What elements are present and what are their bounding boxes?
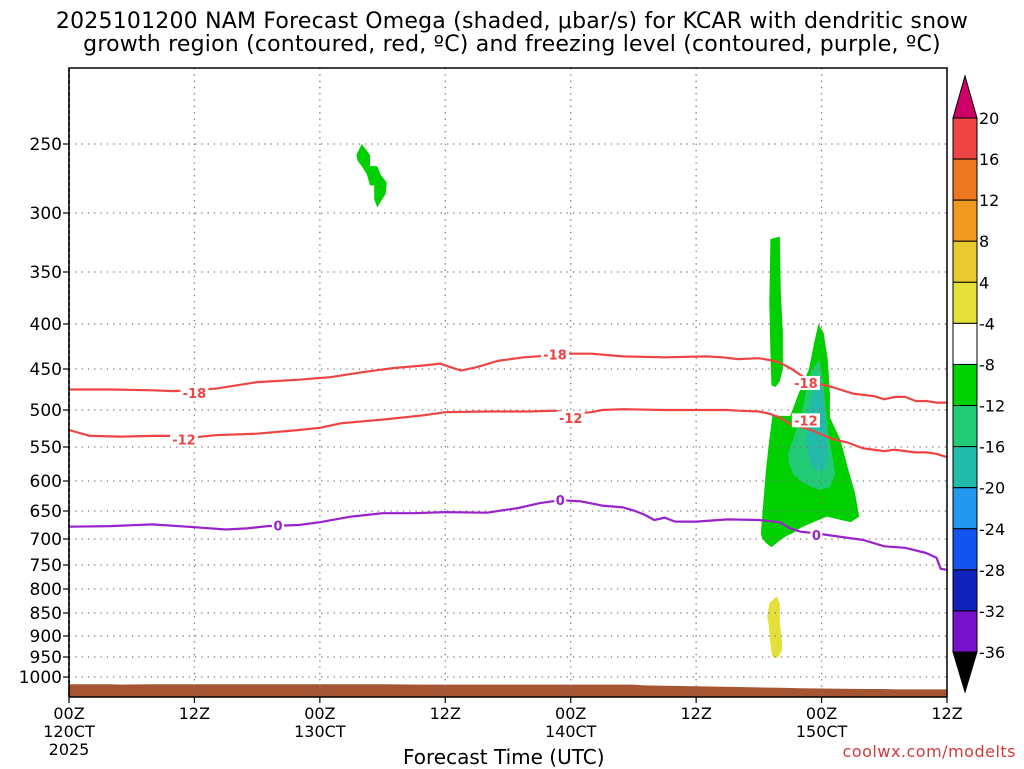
contour-label-freezing-level-2: 0 xyxy=(812,529,821,544)
contour-label-bg-dgz-minus18-1 xyxy=(541,347,570,362)
y-tick-label-600: 600 xyxy=(30,472,62,492)
x-tick-label-72-0: 00Z xyxy=(806,704,837,723)
colorbar-tick-2: 12 xyxy=(979,191,999,210)
x-tick-label-36-0: 12Z xyxy=(430,704,461,723)
x-tick-label-12-0: 12Z xyxy=(179,704,210,723)
omega-yellow-low xyxy=(767,596,782,658)
colorbar-top-arrow xyxy=(952,74,978,119)
colorbar-box-3 xyxy=(952,240,978,283)
colorbar-tick-6: -8 xyxy=(979,355,995,374)
y-tick-label-650: 650 xyxy=(30,502,62,522)
y-tick-label-550: 550 xyxy=(30,438,62,458)
colorbar-tick-11: -28 xyxy=(979,561,1005,580)
colorbar-tick-0: 20 xyxy=(979,109,999,128)
colorbar-tick-12: -32 xyxy=(979,602,1005,621)
contour-label-bg-dgz-minus12-1 xyxy=(556,411,585,426)
colorbar-box-0 xyxy=(952,117,978,160)
x-tick-label-72-1: 150CT xyxy=(796,722,848,741)
x-tick-label-48-0: 00Z xyxy=(555,704,586,723)
contour-label-freezing-level-1: 0 xyxy=(556,494,565,509)
contour-label-bg-dgz-minus12-0 xyxy=(169,432,198,447)
chart-title-line1: 2025101200 NAM Forecast Omega (shaded, μ… xyxy=(55,9,969,34)
y-tick-label-800: 800 xyxy=(30,580,62,600)
y-tick-label-400: 400 xyxy=(30,315,62,335)
x-axis-label: Forecast Time (UTC) xyxy=(403,745,605,769)
y-tick-label-250: 250 xyxy=(30,135,62,155)
y-tick-label-300: 300 xyxy=(30,204,62,224)
contour-label-dgz-minus12-2: -12 xyxy=(794,414,818,429)
x-tick-label-0-0: 00Z xyxy=(53,704,84,723)
contour-label-dgz-minus18-1: -18 xyxy=(543,349,567,364)
colorbar-tick-1: 16 xyxy=(979,150,999,169)
y-tick-label-700: 700 xyxy=(30,530,62,550)
contour-dgz-minus18 xyxy=(69,352,947,404)
omega-green-tall-column xyxy=(769,236,783,387)
colorbar-box-5 xyxy=(952,322,978,365)
y-tick-label-350: 350 xyxy=(30,263,62,283)
x-tick-label-60-0: 12Z xyxy=(680,704,711,723)
contour-label-dgz-minus18-2: -18 xyxy=(794,377,818,392)
x-tick-label-48-1: 140CT xyxy=(545,722,597,741)
colorbar-box-2 xyxy=(952,199,978,242)
colorbar-tick-5: -4 xyxy=(979,314,995,333)
y-tick-label-900: 900 xyxy=(30,627,62,647)
colorbar-box-1 xyxy=(952,158,978,201)
contour-label-bg-dgz-minus18-2 xyxy=(791,375,820,390)
colorbar-tick-8: -16 xyxy=(979,438,1005,457)
colorbar-tick-10: -24 xyxy=(979,520,1005,539)
x-tick-label-0-1: 120CT xyxy=(43,722,95,741)
colorbar-tick-13: -36 xyxy=(979,643,1005,662)
x-tick-label-24-0: 00Z xyxy=(304,704,335,723)
colorbar-tick-9: -20 xyxy=(979,479,1005,498)
contour-label-dgz-minus12-0: -12 xyxy=(172,434,196,449)
colorbar-box-7 xyxy=(952,405,978,448)
colorbar-box-4 xyxy=(952,281,978,324)
contour-label-freezing-level-0: 0 xyxy=(274,520,283,535)
x-tick-label-24-1: 130CT xyxy=(294,722,346,741)
y-tick-label-1000: 1000 xyxy=(19,668,62,688)
colorbar-bottom-arrow xyxy=(952,651,978,694)
x-tick-label-84-0: 12Z xyxy=(931,704,962,723)
colorbar-box-8 xyxy=(952,446,978,489)
y-tick-label-850: 850 xyxy=(30,604,62,624)
colorbar-box-12 xyxy=(952,610,978,653)
colorbar-box-11 xyxy=(952,569,978,612)
colorbar-tick-4: 4 xyxy=(979,273,989,292)
contour-label-dgz-minus12-1: -12 xyxy=(559,412,583,427)
y-tick-label-500: 500 xyxy=(30,401,62,421)
chart-title-line2: growth region (contoured, red, ºC) and f… xyxy=(83,32,941,57)
contour-label-bg-dgz-minus12-2 xyxy=(791,413,820,428)
contour-label-bg-freezing-level-2 xyxy=(810,528,823,543)
colorbar-box-9 xyxy=(952,487,978,530)
colorbar-tick-3: 8 xyxy=(979,232,989,251)
y-tick-label-950: 950 xyxy=(30,648,62,668)
x-tick-label-0-2: 2025 xyxy=(49,740,90,759)
contour-label-dgz-minus18-0: -18 xyxy=(183,387,207,402)
contour-label-bg-dgz-minus18-0 xyxy=(180,385,209,400)
ground-surface xyxy=(69,684,947,697)
y-tick-label-750: 750 xyxy=(30,556,62,576)
colorbar-box-6 xyxy=(952,363,978,407)
credit-text[interactable]: coolwx.com/modelts xyxy=(842,742,1016,761)
contour-dgz-minus12 xyxy=(68,408,948,459)
colorbar-tick-7: -12 xyxy=(979,397,1005,416)
contour-label-bg-freezing-level-1 xyxy=(554,493,567,508)
colorbar-box-10 xyxy=(952,528,978,571)
omega-upper-green xyxy=(356,144,387,208)
contour-label-bg-freezing-level-0 xyxy=(272,518,285,533)
y-tick-label-450: 450 xyxy=(30,360,62,380)
